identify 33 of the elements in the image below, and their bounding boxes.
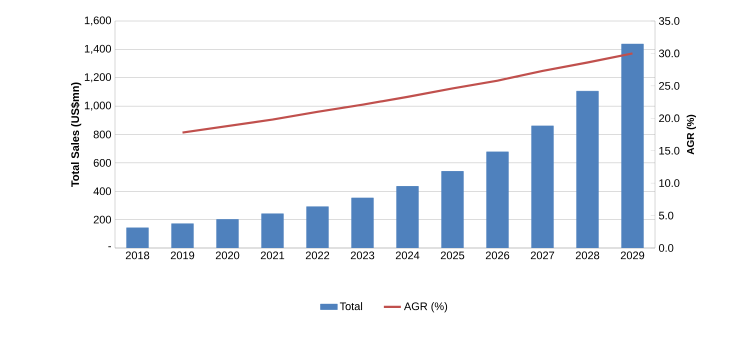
x-tick-label: 2029 [620,252,644,260]
y-axis-title: Total Sales (US$mn) [70,82,82,187]
y2-tick-label: 15.0 [659,146,680,155]
y-tick-label: 1,600 [84,16,112,26]
y2-tick-label: 30.0 [658,50,680,58]
x-tick-label: 2023 [350,252,374,260]
y-tick-label: 1,200 [84,73,112,82]
x-tick-label: 2019 [170,252,194,260]
x-tick-label: 2018 [126,252,150,260]
x-tick-label: 2028 [576,252,600,260]
y-tick-label: 600 [94,159,112,167]
y-tick-label: 200 [94,216,112,224]
x-tick-label: 2020 [216,252,240,260]
y2-tick-label: 5.0 [658,212,674,220]
x-tick-label: 2022 [306,252,330,260]
y2-tick-label: 35.0 [658,17,680,25]
legend-label: AGR (%) [404,302,448,312]
y-tick-label: 800 [94,130,112,138]
x-tick-label: 2024 [396,252,420,260]
y2-tick-label: 20.0 [659,114,680,122]
y2-tick-label: 25.0 [659,82,680,90]
x-tick-label: 2025 [440,252,464,260]
y2-tick-label: 10.0 [659,179,680,188]
y2-tick-label: 0.0 [658,244,674,252]
x-tick-label: 2021 [260,252,284,260]
y2-axis-title: AGR (%) [686,114,696,154]
x-tick-label: 2027 [530,252,554,260]
y-tick-label: 400 [93,187,112,196]
x-tick-label: 2026 [486,252,510,260]
y-tick-label: 1,000 [84,102,112,111]
y-tick-label: - [108,246,111,248]
y-tick-label: 1,400 [84,44,112,54]
legend-label: Total [340,302,362,310]
